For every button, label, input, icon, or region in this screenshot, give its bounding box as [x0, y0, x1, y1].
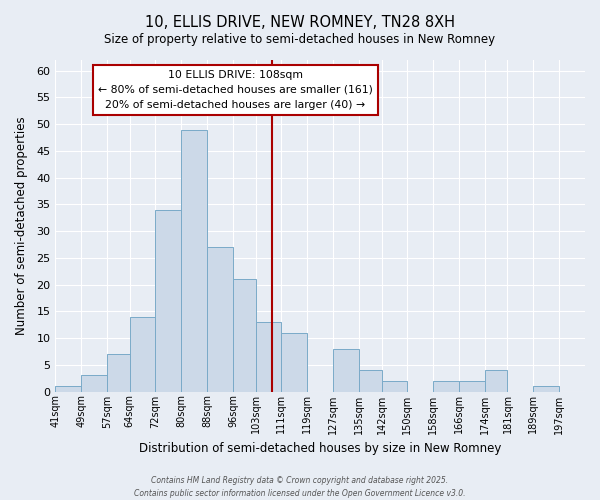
Bar [459, 381, 485, 392]
Y-axis label: Number of semi-detached properties: Number of semi-detached properties [15, 116, 28, 335]
Bar [533, 386, 559, 392]
Bar [333, 348, 359, 392]
Bar [256, 322, 281, 392]
Bar [207, 247, 233, 392]
Bar [130, 316, 155, 392]
Bar [382, 381, 407, 392]
Bar [181, 130, 207, 392]
Text: 10 ELLIS DRIVE: 108sqm
← 80% of semi-detached houses are smaller (161)
20% of se: 10 ELLIS DRIVE: 108sqm ← 80% of semi-det… [98, 70, 373, 110]
Bar [359, 370, 382, 392]
Bar [55, 386, 81, 392]
Text: Size of property relative to semi-detached houses in New Romney: Size of property relative to semi-detach… [104, 32, 496, 46]
Bar [233, 279, 256, 392]
Text: 10, ELLIS DRIVE, NEW ROMNEY, TN28 8XH: 10, ELLIS DRIVE, NEW ROMNEY, TN28 8XH [145, 15, 455, 30]
Bar [81, 376, 107, 392]
X-axis label: Distribution of semi-detached houses by size in New Romney: Distribution of semi-detached houses by … [139, 442, 502, 455]
Bar [107, 354, 130, 392]
Bar [485, 370, 508, 392]
Bar [155, 210, 181, 392]
Bar [433, 381, 459, 392]
Text: Contains HM Land Registry data © Crown copyright and database right 2025.
Contai: Contains HM Land Registry data © Crown c… [134, 476, 466, 498]
Bar [281, 332, 307, 392]
